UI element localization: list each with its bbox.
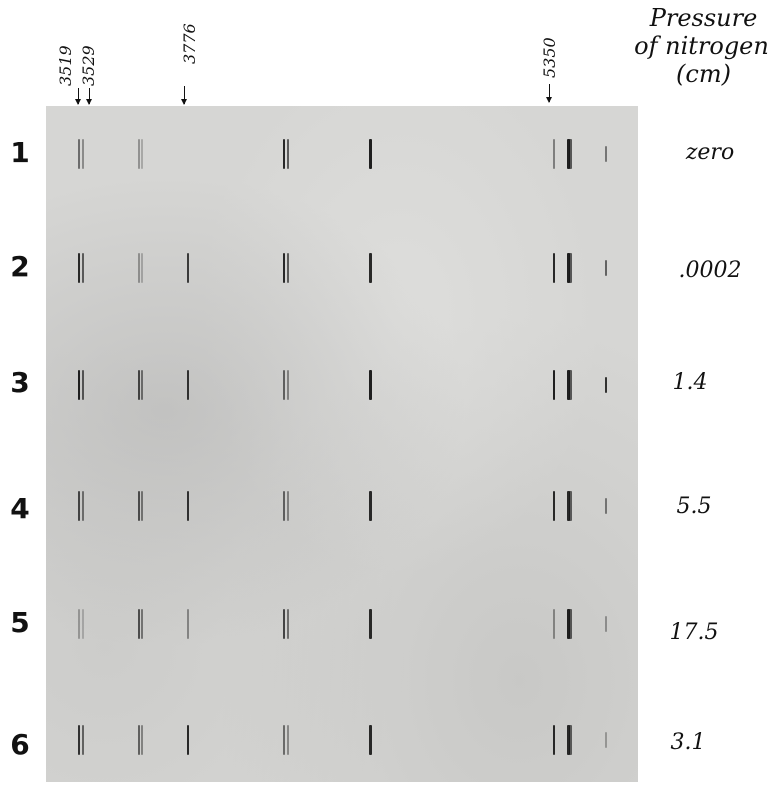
wavelength-label-3776: 3776 [180,23,199,64]
spectral-line [138,609,140,639]
spectral-line [78,491,80,521]
spectral-line [283,609,285,639]
pressure-value: 5.5 [676,494,712,519]
spectral-line [82,253,84,283]
spectral-line [553,253,555,283]
arrow-3519 [75,88,81,105]
pressure-value: .0002 [678,258,742,283]
arrow-3529 [86,88,92,105]
spectral-line [567,139,570,169]
spectral-line [567,609,570,639]
row-number: 6 [10,728,30,761]
spectral-line [141,491,143,521]
spectrogram-plate [46,106,638,782]
spectral-line [567,370,570,400]
spectral-line [553,491,555,521]
header-line-1: Pressure [649,4,758,32]
spectral-line [605,146,607,162]
spectral-line [569,609,572,639]
spectral-line [553,139,555,169]
spectral-line [605,616,607,632]
spectral-line [567,253,570,283]
row-number: 1 [10,136,30,169]
pressure-value: 1.4 [672,370,708,395]
spectral-line [283,370,285,400]
pressure-column-header: Pressure of nitrogen (cm) [630,4,777,88]
wavelength-label-3519: 3519 [56,45,75,86]
spectral-line [82,609,84,639]
spectral-line [138,253,140,283]
spectral-line [553,609,555,639]
header-line-3: (cm) [676,60,731,88]
spectral-line [141,609,143,639]
spectral-line [569,139,572,169]
spectral-line [369,725,372,755]
spectral-line [283,725,285,755]
spectral-line [283,253,285,283]
spectral-line [605,498,607,514]
spectral-line [567,491,570,521]
header-line-2: of nitrogen [634,32,769,60]
spectral-line [287,139,289,169]
arrow-3776 [181,86,187,105]
spectral-line [287,491,289,521]
spectral-line [569,370,572,400]
spectral-line [187,725,189,755]
spectral-line [187,491,189,521]
spectral-line [369,370,372,400]
row-number: 3 [10,366,30,399]
row-number: 4 [10,492,30,525]
wavelength-label-5350: 5350 [540,37,559,78]
spectral-line [569,491,572,521]
row-number: 5 [10,606,30,639]
spectral-line [138,491,140,521]
spectral-line [369,609,372,639]
spectral-line [569,253,572,283]
spectral-line [287,253,289,283]
spectral-line [82,491,84,521]
spectral-line [187,370,189,400]
spectral-line [287,725,289,755]
spectral-line [605,377,607,393]
spectral-line [553,370,555,400]
spectral-line [138,370,140,400]
row-number: 2 [10,250,30,283]
spectral-line [78,253,80,283]
pressure-value: 17.5 [669,620,719,645]
spectral-line [187,609,189,639]
spectral-line [369,491,372,521]
spectral-line [138,725,140,755]
spectral-line [78,139,80,169]
spectral-line [82,139,84,169]
spectral-line [567,725,570,755]
spectral-line [78,609,80,639]
spectral-line [605,260,607,276]
spectral-line [82,725,84,755]
spectral-line [287,370,289,400]
spectral-line [369,139,372,169]
spectral-line [141,139,143,169]
spectral-line [287,609,289,639]
spectral-line [605,732,607,748]
spectral-line [283,139,285,169]
spectral-line [141,253,143,283]
pressure-value: 3.1 [670,730,706,755]
arrow-5350 [546,84,552,103]
spectral-line [141,370,143,400]
spectral-line [187,253,189,283]
spectral-line [82,370,84,400]
spectral-line [78,725,80,755]
spectral-line [553,725,555,755]
spectral-line [369,253,372,283]
spectral-line [569,725,572,755]
spectral-line [78,370,80,400]
spectral-line [141,725,143,755]
spectral-line [283,491,285,521]
pressure-value: zero [685,140,735,165]
spectral-line [138,139,140,169]
wavelength-label-3529: 3529 [79,45,98,86]
